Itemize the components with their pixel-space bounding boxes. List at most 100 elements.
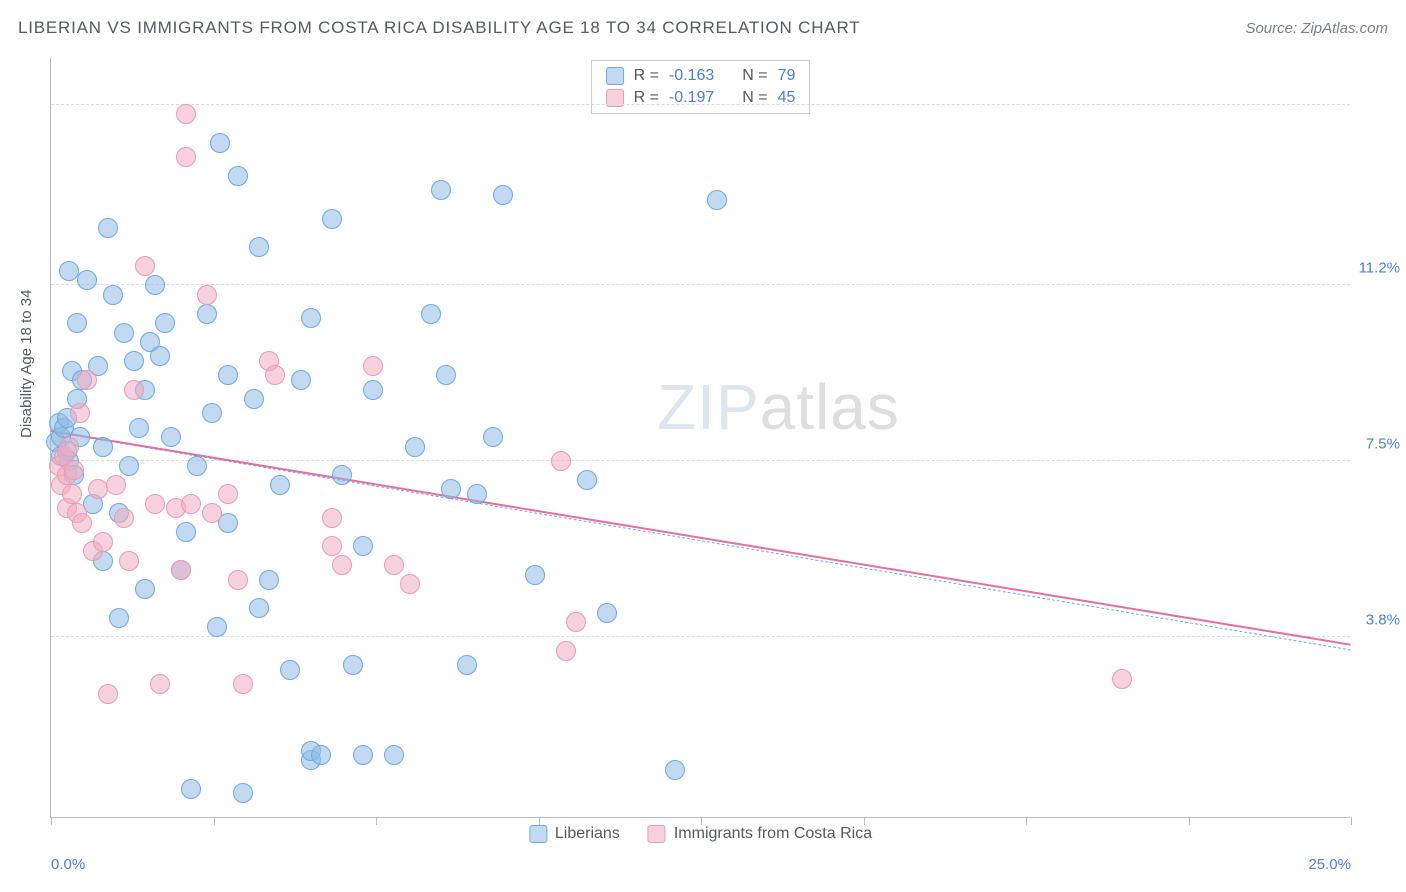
data-point-costa_rica — [124, 380, 144, 400]
x-tick-label: 25.0% — [1308, 856, 1351, 873]
data-point-liberians — [431, 180, 451, 200]
data-point-liberians — [119, 456, 139, 476]
data-point-costa_rica — [145, 494, 165, 514]
data-point-liberians — [218, 365, 238, 385]
x-tick-label: 0.0% — [51, 856, 85, 873]
data-point-liberians — [577, 470, 597, 490]
data-point-liberians — [363, 380, 383, 400]
data-point-liberians — [59, 261, 79, 281]
data-point-liberians — [210, 133, 230, 153]
chart-title: LIBERIAN VS IMMIGRANTS FROM COSTA RICA D… — [18, 18, 860, 38]
data-point-liberians — [322, 209, 342, 229]
y-tick-label: 3.8% — [1354, 611, 1400, 628]
data-point-liberians — [176, 522, 196, 542]
data-point-liberians — [280, 660, 300, 680]
data-point-liberians — [197, 304, 217, 324]
scatter-plot-area: ZIPatlas R = -0.163 N = 79 R = -0.197 N … — [50, 58, 1350, 818]
x-tick — [214, 817, 215, 825]
x-tick — [1026, 817, 1027, 825]
data-point-liberians — [301, 308, 321, 328]
data-point-liberians — [233, 783, 253, 803]
data-point-costa_rica — [181, 494, 201, 514]
data-point-costa_rica — [88, 479, 108, 499]
swatch-costa-rica — [648, 825, 666, 843]
stats-n-label: N = — [742, 67, 767, 85]
gridline — [51, 284, 1350, 285]
swatch-liberians — [606, 67, 624, 85]
data-point-costa_rica — [384, 555, 404, 575]
data-point-costa_rica — [114, 508, 134, 528]
data-point-costa_rica — [62, 484, 82, 504]
data-point-liberians — [467, 484, 487, 504]
data-point-costa_rica — [322, 508, 342, 528]
data-point-liberians — [187, 456, 207, 476]
data-point-liberians — [249, 237, 269, 257]
data-point-liberians — [77, 270, 97, 290]
data-point-costa_rica — [363, 356, 383, 376]
data-point-costa_rica — [551, 451, 571, 471]
data-point-liberians — [343, 655, 363, 675]
data-point-liberians — [135, 579, 155, 599]
data-point-liberians — [244, 389, 264, 409]
data-point-liberians — [483, 427, 503, 447]
data-point-liberians — [597, 603, 617, 623]
data-point-costa_rica — [228, 570, 248, 590]
data-point-costa_rica — [150, 674, 170, 694]
data-point-costa_rica — [106, 475, 126, 495]
data-point-liberians — [457, 655, 477, 675]
data-point-costa_rica — [218, 484, 238, 504]
trend-line-costa_rica — [51, 430, 1351, 646]
data-point-liberians — [707, 190, 727, 210]
legend-label: Liberians — [555, 825, 620, 843]
data-point-liberians — [124, 351, 144, 371]
x-tick — [1189, 817, 1190, 825]
x-tick — [1351, 817, 1352, 825]
y-tick-label: 11.2% — [1354, 260, 1400, 277]
data-point-costa_rica — [400, 574, 420, 594]
stats-legend-box: R = -0.163 N = 79 R = -0.197 N = 45 — [591, 60, 811, 114]
data-point-liberians — [155, 313, 175, 333]
data-point-liberians — [353, 745, 373, 765]
data-point-costa_rica — [265, 365, 285, 385]
y-axis-label: Disability Age 18 to 34 — [18, 290, 35, 438]
watermark: ZIPatlas — [657, 370, 900, 444]
data-point-liberians — [291, 370, 311, 390]
legend-item-liberians: Liberians — [529, 825, 620, 843]
data-point-costa_rica — [332, 555, 352, 575]
data-point-costa_rica — [64, 460, 84, 480]
data-point-liberians — [98, 218, 118, 238]
data-point-costa_rica — [197, 285, 217, 305]
data-point-liberians — [525, 565, 545, 585]
data-point-costa_rica — [59, 437, 79, 457]
data-point-liberians — [202, 403, 222, 423]
y-tick-label: 7.5% — [1354, 435, 1400, 452]
stats-r-label: R = — [634, 67, 659, 85]
data-point-liberians — [103, 285, 123, 305]
data-point-liberians — [93, 437, 113, 457]
data-point-liberians — [181, 779, 201, 799]
x-tick — [51, 817, 52, 825]
data-point-liberians — [228, 166, 248, 186]
gridline — [51, 104, 1350, 105]
data-point-liberians — [67, 313, 87, 333]
data-point-liberians — [384, 745, 404, 765]
data-point-liberians — [441, 479, 461, 499]
data-point-liberians — [259, 570, 279, 590]
data-point-costa_rica — [202, 503, 222, 523]
watermark-thin: atlas — [760, 371, 900, 443]
gridline — [51, 460, 1350, 461]
data-point-liberians — [405, 437, 425, 457]
stats-row-costa-rica: R = -0.197 N = 45 — [606, 87, 796, 109]
x-tick — [539, 817, 540, 825]
stats-n-value: 79 — [778, 67, 796, 85]
data-point-liberians — [332, 465, 352, 485]
data-point-liberians — [145, 275, 165, 295]
data-point-liberians — [114, 323, 134, 343]
data-point-costa_rica — [77, 370, 97, 390]
data-point-liberians — [311, 745, 331, 765]
data-point-liberians — [665, 760, 685, 780]
data-point-costa_rica — [176, 104, 196, 124]
data-point-liberians — [249, 598, 269, 618]
data-point-costa_rica — [233, 674, 253, 694]
watermark-bold: ZIP — [657, 371, 760, 443]
